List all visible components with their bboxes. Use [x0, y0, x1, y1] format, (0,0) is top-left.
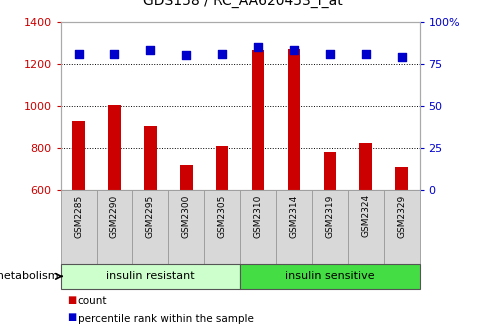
- Bar: [275, 190, 311, 264]
- Point: [254, 44, 261, 50]
- Text: GSM2324: GSM2324: [361, 194, 369, 238]
- Bar: [72, 121, 85, 190]
- Bar: [60, 264, 240, 289]
- Point: [397, 54, 405, 60]
- Bar: [251, 50, 264, 190]
- Bar: [240, 190, 275, 264]
- Bar: [383, 190, 419, 264]
- Bar: [132, 190, 168, 264]
- Bar: [287, 49, 300, 190]
- Text: GSM2310: GSM2310: [253, 194, 262, 238]
- Text: GSM2305: GSM2305: [217, 194, 226, 238]
- Text: insulin sensitive: insulin sensitive: [285, 271, 374, 281]
- Text: count: count: [77, 296, 107, 306]
- Bar: [311, 190, 347, 264]
- Bar: [144, 126, 156, 190]
- Point: [146, 48, 154, 53]
- Text: insulin resistant: insulin resistant: [106, 271, 194, 281]
- Bar: [180, 165, 192, 190]
- Bar: [394, 167, 407, 190]
- Bar: [359, 142, 371, 190]
- Text: GSM2329: GSM2329: [396, 194, 405, 238]
- Text: metabolism: metabolism: [0, 271, 58, 281]
- Bar: [108, 105, 121, 190]
- Point: [289, 48, 297, 53]
- Bar: [215, 146, 228, 190]
- Text: GDS158 / RC_AA620453_i_at: GDS158 / RC_AA620453_i_at: [142, 0, 342, 8]
- Bar: [204, 190, 240, 264]
- Text: percentile rank within the sample: percentile rank within the sample: [77, 314, 253, 324]
- Point: [75, 51, 82, 56]
- Text: GSM2319: GSM2319: [325, 194, 333, 238]
- Text: GSM2314: GSM2314: [289, 194, 298, 238]
- Bar: [347, 190, 383, 264]
- Point: [182, 53, 190, 58]
- Bar: [240, 264, 419, 289]
- Bar: [168, 190, 204, 264]
- Text: ■: ■: [67, 295, 76, 305]
- Bar: [323, 152, 335, 190]
- Point: [110, 51, 118, 56]
- Text: GSM2295: GSM2295: [146, 194, 154, 238]
- Text: ■: ■: [67, 312, 76, 323]
- Text: GSM2285: GSM2285: [74, 194, 83, 238]
- Point: [218, 51, 226, 56]
- Text: GSM2300: GSM2300: [182, 194, 190, 238]
- Bar: [60, 190, 96, 264]
- Bar: [96, 190, 132, 264]
- Text: GSM2290: GSM2290: [110, 194, 119, 238]
- Point: [325, 51, 333, 56]
- Point: [361, 51, 369, 56]
